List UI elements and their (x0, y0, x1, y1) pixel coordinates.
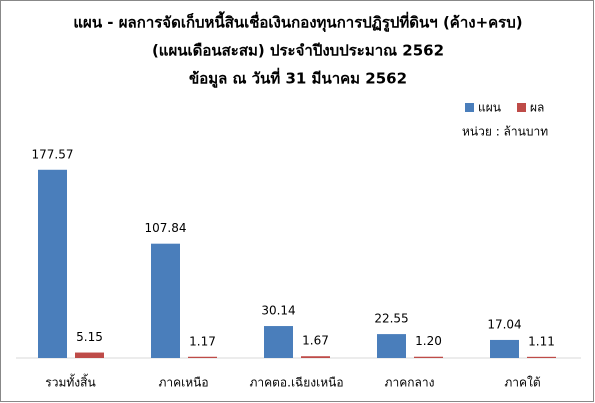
chart-title: ข้อมูล ณ วันที่ 31 มีนาคม 2562 (189, 68, 407, 89)
bar (301, 356, 330, 358)
bar (414, 356, 443, 358)
bar (75, 352, 104, 358)
data-label: 17.04 (487, 317, 521, 331)
legend-label: ผล (530, 101, 544, 115)
bar (264, 326, 293, 358)
data-label: 30.14 (261, 304, 295, 318)
data-label: 5.15 (76, 330, 103, 344)
data-label: 1.20 (415, 334, 442, 348)
bar (151, 243, 180, 358)
x-tick-label: ภาคใต้ (504, 376, 540, 390)
data-label: 22.55 (374, 312, 408, 326)
data-label: 177.57 (32, 147, 74, 161)
data-label: 1.11 (528, 334, 555, 348)
data-label: 1.17 (189, 334, 216, 348)
x-tick-label: รวมทั้งสิ้น (45, 374, 95, 390)
chart-title: (แผนเดือนสะสม) ประจำปีงบประมาณ 2562 (152, 42, 444, 60)
legend-swatch (517, 103, 526, 112)
bar (377, 334, 406, 358)
unit-note: หน่วย : ล้านบาท (462, 125, 548, 139)
x-tick-label: ภาคกลาง (385, 376, 435, 390)
bar (188, 356, 217, 358)
bar (38, 169, 67, 358)
x-tick-label: ภาคตอ.เฉียงเหนือ (249, 376, 343, 390)
chart-title: แผน - ผลการจัดเก็บหนี้สินเชื่อเงินกองทุน… (73, 11, 522, 33)
bar (490, 339, 519, 358)
bar (527, 356, 556, 358)
data-label: 1.67 (302, 334, 329, 348)
legend-label: แผน (478, 101, 501, 115)
data-label: 107.84 (145, 221, 187, 235)
legend-swatch (465, 103, 474, 112)
x-tick-label: ภาคเหนือ (158, 376, 208, 390)
